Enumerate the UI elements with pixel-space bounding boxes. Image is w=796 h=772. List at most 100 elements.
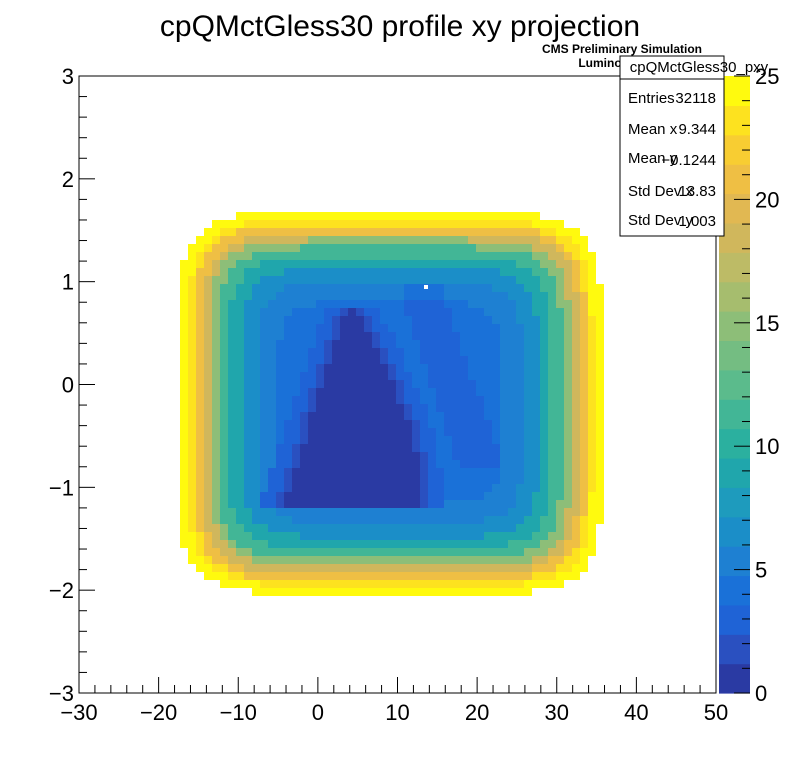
heatmap-cell xyxy=(500,212,508,220)
heatmap-cell xyxy=(412,492,420,500)
heatmap-cell xyxy=(276,396,284,404)
heatmap-cell xyxy=(300,468,308,476)
heatmap-cell xyxy=(516,444,524,452)
heatmap-cell xyxy=(252,212,260,220)
heatmap-cell xyxy=(588,276,596,284)
heatmap-cell xyxy=(428,476,436,484)
heatmap-cell xyxy=(556,580,564,588)
heatmap-cell xyxy=(572,244,580,252)
heatmap-cell xyxy=(404,212,412,220)
heatmap-cell xyxy=(260,212,268,220)
heatmap-cell xyxy=(540,244,548,252)
heatmap-cell xyxy=(292,532,300,540)
heatmap-cell xyxy=(180,276,188,284)
heatmap-cell xyxy=(476,356,484,364)
heatmap-cell xyxy=(364,436,372,444)
heatmap-cell xyxy=(324,396,332,404)
heatmap-cell xyxy=(412,308,420,316)
heatmap-cell xyxy=(340,292,348,300)
heatmap-cell xyxy=(556,364,564,372)
heatmap-cell xyxy=(444,364,452,372)
heatmap-cell xyxy=(244,300,252,308)
heatmap-cell xyxy=(300,332,308,340)
heatmap-cell xyxy=(380,572,388,580)
y-tick-label: 3 xyxy=(62,64,74,89)
heatmap-cell xyxy=(284,236,292,244)
heatmap-cell xyxy=(516,332,524,340)
heatmap-cell xyxy=(428,380,436,388)
heatmap-cell xyxy=(340,500,348,508)
heatmap-cell xyxy=(508,420,516,428)
heatmap-cell xyxy=(324,364,332,372)
heatmap-cell xyxy=(532,292,540,300)
heatmap-cell xyxy=(460,412,468,420)
heatmap-cell xyxy=(404,236,412,244)
heatmap-cell xyxy=(260,532,268,540)
heatmap-cell xyxy=(540,220,548,228)
heatmap-cell xyxy=(500,404,508,412)
heatmap-cell xyxy=(388,452,396,460)
heatmap-cell xyxy=(516,396,524,404)
heatmap-cell xyxy=(556,508,564,516)
heatmap-cell xyxy=(484,412,492,420)
heatmap-cell xyxy=(220,244,228,252)
heatmap-cell xyxy=(452,228,460,236)
heatmap-cell xyxy=(532,516,540,524)
heatmap-cell xyxy=(444,372,452,380)
heatmap-cell xyxy=(452,236,460,244)
heatmap-cell xyxy=(532,548,540,556)
heatmap-cell xyxy=(556,284,564,292)
heatmap-cell xyxy=(556,372,564,380)
heatmap-cell xyxy=(292,452,300,460)
heatmap-cell xyxy=(372,212,380,220)
heatmap-cell xyxy=(284,564,292,572)
heatmap-cell xyxy=(388,588,396,596)
heatmap-cell xyxy=(452,540,460,548)
heatmap-cell xyxy=(500,540,508,548)
heatmap-cell xyxy=(380,220,388,228)
heatmap-cell xyxy=(300,588,308,596)
heatmap-cell xyxy=(204,348,212,356)
heatmap-cell xyxy=(460,572,468,580)
heatmap-cell xyxy=(340,428,348,436)
heatmap-cell xyxy=(364,244,372,252)
heatmap-cell xyxy=(244,212,252,220)
heatmap-cell xyxy=(268,460,276,468)
heatmap-cell xyxy=(516,484,524,492)
heatmap-cell xyxy=(532,316,540,324)
heatmap-cell xyxy=(196,364,204,372)
heatmap-cell xyxy=(204,452,212,460)
heatmap-cell xyxy=(388,380,396,388)
heatmap-cell xyxy=(580,252,588,260)
heatmap-cell xyxy=(420,260,428,268)
heatmap-cell xyxy=(444,212,452,220)
heatmap-cell xyxy=(452,260,460,268)
heatmap-cell xyxy=(412,476,420,484)
heatmap-cell xyxy=(500,220,508,228)
heatmap-cell xyxy=(308,484,316,492)
heatmap-cell xyxy=(412,220,420,228)
heatmap-cell xyxy=(348,516,356,524)
heatmap-cell xyxy=(420,268,428,276)
heatmap-cell xyxy=(548,572,556,580)
heatmap-cell xyxy=(532,492,540,500)
heatmap-cell xyxy=(572,316,580,324)
heatmap-cell xyxy=(596,332,604,340)
heatmap-cell xyxy=(556,332,564,340)
heatmap-cell xyxy=(212,540,220,548)
heatmap-cell xyxy=(356,492,364,500)
heatmap-cell xyxy=(460,332,468,340)
heatmap-cell xyxy=(452,492,460,500)
heatmap-cell xyxy=(524,492,532,500)
heatmap-cell xyxy=(268,428,276,436)
heatmap-cell xyxy=(308,356,316,364)
heatmap-cell xyxy=(252,300,260,308)
heatmap-cell xyxy=(308,372,316,380)
heatmap-cell xyxy=(188,364,196,372)
heatmap-cell xyxy=(580,404,588,412)
heatmap-cell xyxy=(332,580,340,588)
heatmap-cell xyxy=(252,348,260,356)
heatmap-cell xyxy=(548,340,556,348)
heatmap-cell xyxy=(588,364,596,372)
heatmap-cell xyxy=(244,308,252,316)
